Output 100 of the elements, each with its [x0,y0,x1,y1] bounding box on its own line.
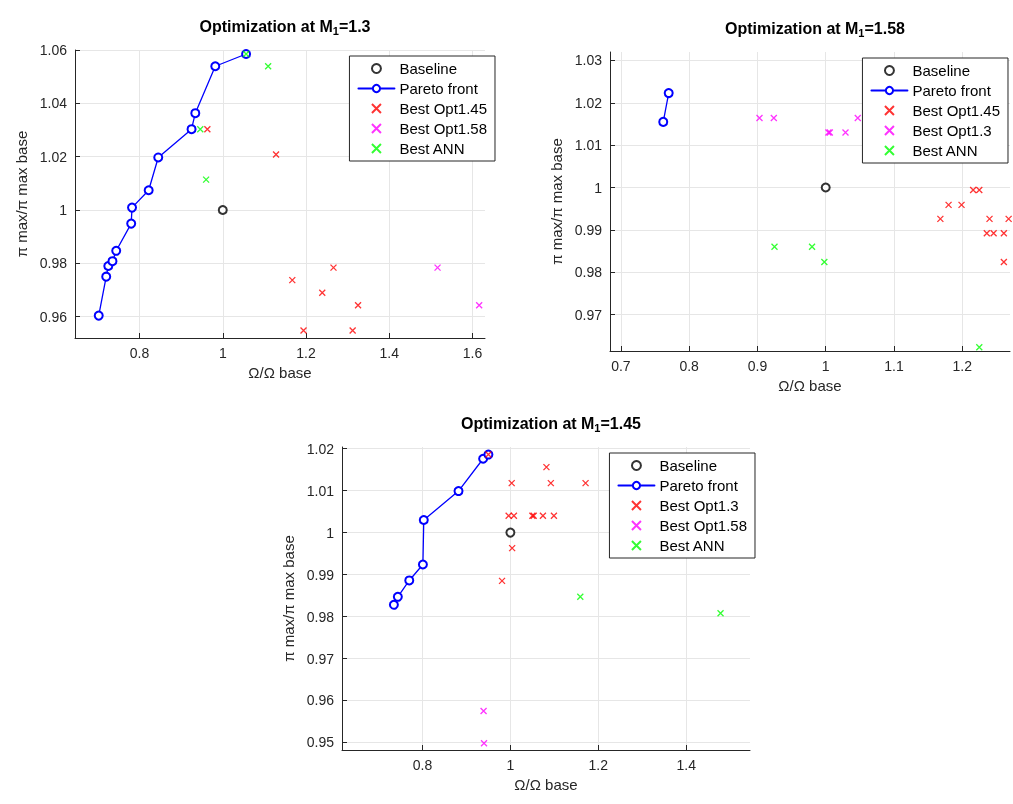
x-tick-label: 1.1 [884,358,904,374]
y-tick-label: 0.96 [39,308,68,325]
point [975,186,983,194]
x-tick-label: 0.8 [412,757,433,773]
point [944,201,953,209]
x-tick-label: 1.2 [952,358,973,374]
point [417,559,428,570]
x-tick-label: 1 [821,358,830,374]
point [755,114,764,122]
x-tick-label: 1 [218,345,227,361]
point [93,310,104,321]
y-tick-label: 0.96 [306,692,335,709]
legend-label: Baseline [659,457,717,474]
point [658,116,669,127]
point [196,125,204,133]
legend-label: Best ANN [399,140,465,157]
y-axis-title: π max/π max base [12,130,30,258]
legend-label: Best Opt1.45 [399,100,488,117]
y-tick-label: 1.04 [39,95,68,112]
x-tick-label: 0.8 [129,345,150,361]
legend-label: Baseline [399,60,457,77]
point [989,229,998,237]
point [820,182,831,193]
point [510,512,518,520]
y-tick-label: 0.95 [306,734,335,751]
y-tick-label: 1.03 [574,52,603,69]
y-tick-label: 1.01 [306,482,335,499]
y-tick-label: 0.98 [39,255,68,272]
y-tick-label: 1.01 [574,137,603,154]
x-tick-label: 1.4 [379,345,400,361]
x-axis-title: Ω/Ω base [248,363,312,381]
point [542,463,551,471]
point [126,218,137,229]
point [202,175,210,184]
y-tick-label: 1 [59,202,68,218]
y-tick-label: 0.99 [306,566,335,583]
y-tick-label: 1.02 [306,440,335,457]
y-axis-title: π max/π max base [279,535,297,662]
point [1000,229,1008,237]
y-tick-label: 0.99 [574,221,603,238]
y-tick-label: 0.97 [574,306,603,323]
point [957,201,966,209]
point [770,243,779,251]
legend-label: Best Opt1.58 [399,120,488,137]
y-tick-label: 1.02 [574,94,603,111]
point [508,479,516,487]
point [808,243,816,251]
point [936,215,945,223]
legend-label: Best Opt1.58 [659,517,748,534]
x-tick-label: 0.8 [679,358,700,374]
point [854,114,862,122]
point [576,593,584,601]
point [127,202,138,213]
point [107,256,118,267]
point [498,577,506,585]
point [550,512,558,520]
legend-label: Best Opt1.3 [659,497,739,514]
point [985,215,994,223]
legend-label: Baseline [912,62,970,79]
x-tick-label: 0.7 [611,358,631,374]
x-tick-label: 1.4 [676,757,697,773]
point [354,301,362,309]
point [153,152,164,163]
x-axis-title: Ω/Ω base [778,376,842,394]
legend-label: Pareto front [659,477,739,494]
legend-label: Best ANN [659,537,725,554]
y-tick-label: 1 [326,524,335,541]
point [111,245,122,256]
point [975,343,983,351]
point [480,739,488,747]
x-tick-label: 1.2 [588,757,609,773]
point [190,108,201,119]
legend-label: Best ANN [912,142,978,159]
legend-label: Best Opt1.45 [912,102,1001,119]
x-tick-label: 1.6 [462,345,483,361]
point [479,707,488,715]
x-axis-title: Ω/Ω base [514,775,578,793]
y-tick-label: 1 [594,179,603,196]
point [186,124,197,135]
x-tick-label: 0.9 [747,358,768,374]
point [716,609,725,617]
point [210,61,221,72]
point [820,258,828,266]
point [770,114,778,122]
x-tick-label: 1.2 [296,345,316,361]
y-axis-title: π max/π max base [547,138,565,265]
point [288,276,296,284]
point [505,527,516,538]
point [264,62,272,70]
point [217,205,228,215]
point [453,486,464,497]
point [581,479,590,487]
point [392,591,403,602]
point [348,326,357,335]
legend-label: Best Opt1.3 [912,122,992,139]
legend-label: Pareto front [912,82,992,99]
point [143,185,154,196]
y-tick-label: 1.06 [39,42,68,58]
point [1004,215,1013,223]
point [101,271,112,282]
